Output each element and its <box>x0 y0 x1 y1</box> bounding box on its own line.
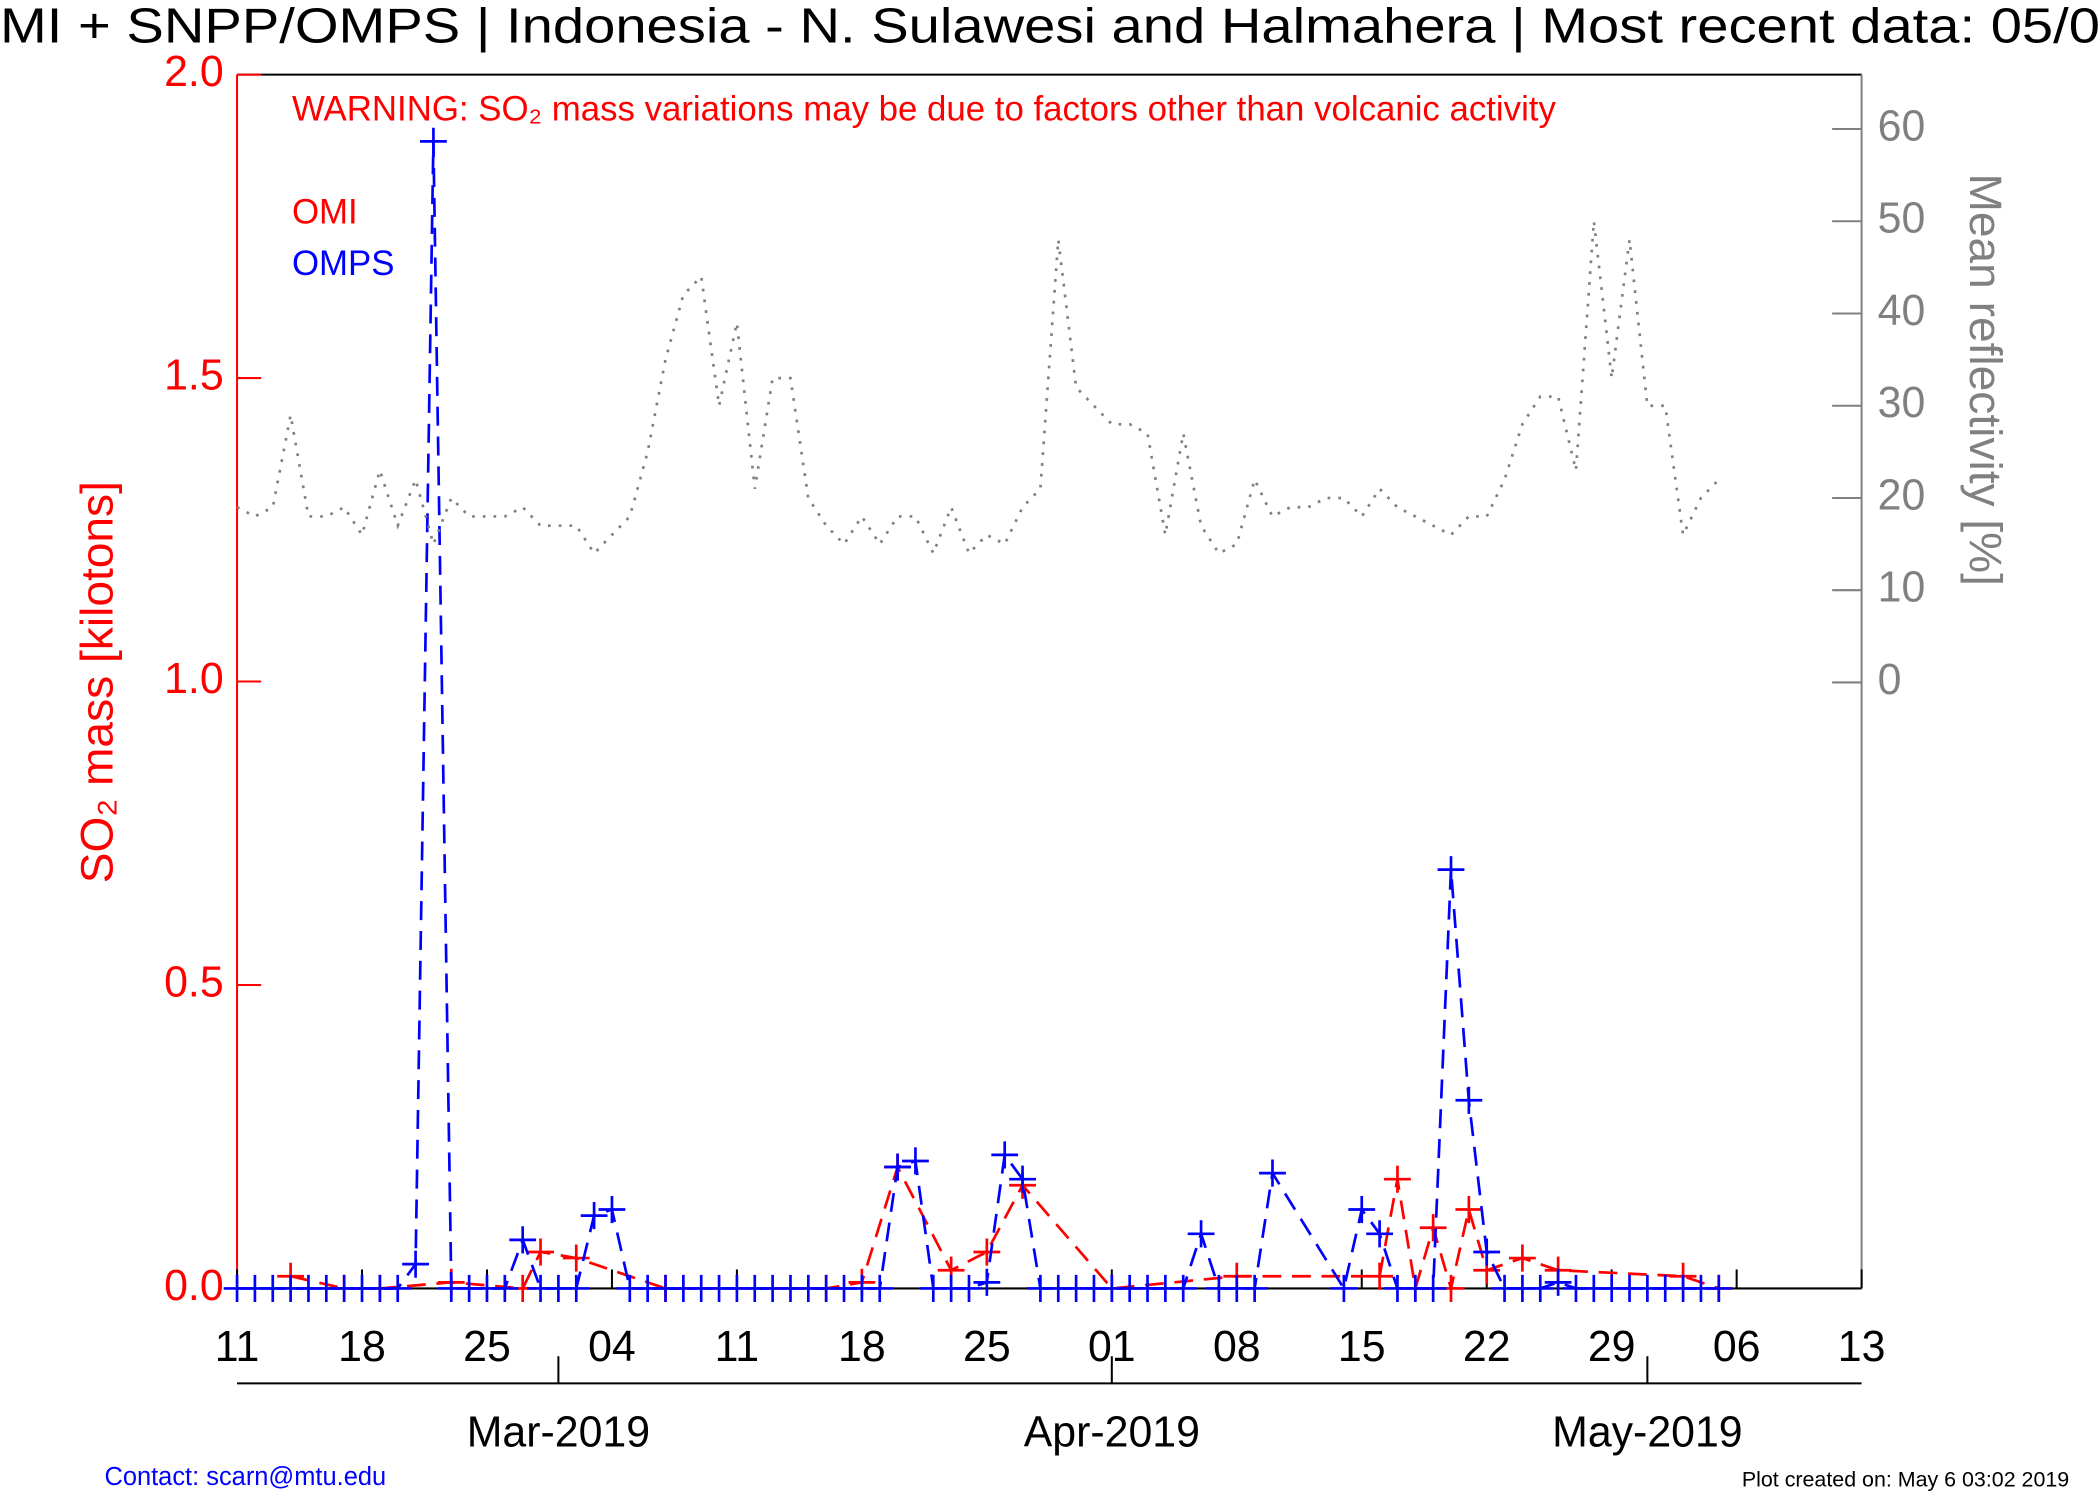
point-marker <box>1366 1262 1393 1290</box>
point-marker <box>973 1238 1001 1266</box>
chart-title: MI + SNPP/OMPS | Indonesia - N. Sulawesi… <box>0 0 2100 54</box>
point-marker <box>1437 856 1465 884</box>
x-tick-label: 13 <box>1838 1323 1886 1371</box>
legend-entry: OMPS <box>292 244 395 283</box>
created-note: Plot created on: May 6 03:02 2019 <box>1742 1467 2069 1492</box>
point-marker <box>1330 1274 1358 1302</box>
month-label: Apr-2019 <box>1024 1408 1200 1456</box>
point-marker <box>598 1195 626 1224</box>
y2-axis-label: Mean reflectivity [%] <box>1960 174 2011 586</box>
y-tick-label: 0.5 <box>164 958 224 1006</box>
x-tick-label: 08 <box>1213 1323 1261 1371</box>
point-marker <box>1473 1238 1501 1266</box>
x-tick-label: 25 <box>963 1323 1011 1371</box>
point-marker <box>884 1153 911 1181</box>
point-marker <box>1455 1195 1483 1224</box>
point-marker <box>1544 1268 1572 1296</box>
point-marker <box>491 1274 519 1302</box>
y-tick-label: 0.0 <box>164 1262 224 1310</box>
point-marker <box>402 1250 429 1278</box>
point-marker <box>384 1274 412 1302</box>
y2-tick-label: 40 <box>1878 287 1926 335</box>
series-line <box>290 1163 1720 1294</box>
x-tick-label: 04 <box>588 1323 636 1371</box>
y2-tick-label: 60 <box>1878 102 1926 150</box>
y-tick-label: 1.0 <box>164 655 224 703</box>
contact: Contact: scarn@mtu.edu <box>104 1463 386 1491</box>
x-tick-label: 11 <box>215 1323 259 1371</box>
x-tick-label: 15 <box>1338 1323 1386 1371</box>
y2-tick-label: 50 <box>1878 194 1926 242</box>
x-tick-label: 18 <box>338 1323 386 1371</box>
point-marker <box>562 1244 590 1272</box>
point-marker <box>1187 1220 1215 1248</box>
point-marker <box>1366 1220 1393 1248</box>
x-tick-label: 11 <box>715 1323 759 1371</box>
point-marker <box>955 1274 983 1302</box>
point-marker <box>973 1268 1001 1296</box>
point-marker <box>1526 1274 1554 1302</box>
point-marker <box>509 1226 537 1254</box>
point-marker <box>866 1274 894 1302</box>
point-marker <box>1419 1274 1447 1302</box>
point-marker <box>1455 1086 1483 1114</box>
point-marker <box>527 1238 554 1266</box>
series-line <box>237 141 1719 1292</box>
point-marker <box>1241 1274 1269 1302</box>
point-marker <box>420 127 447 155</box>
month-label: Mar-2019 <box>467 1408 650 1456</box>
month-label: May-2019 <box>1552 1408 1742 1456</box>
point-marker <box>580 1202 608 1230</box>
y-tick-label: 2.0 <box>164 48 224 96</box>
point-marker <box>1259 1159 1286 1187</box>
y-tick-label: 1.5 <box>164 351 224 399</box>
y2-tick-label: 30 <box>1878 379 1926 427</box>
y2-tick-label: 10 <box>1878 563 1926 611</box>
x-tick-label: 22 <box>1463 1323 1511 1371</box>
y2-tick-label: 20 <box>1878 471 1926 519</box>
legend-entry: OMI <box>292 192 358 231</box>
point-marker <box>1509 1244 1536 1272</box>
x-tick-label: 06 <box>1713 1323 1761 1371</box>
point-marker <box>1169 1274 1197 1302</box>
x-tick-label: 18 <box>838 1323 886 1371</box>
warning-annotation: WARNING: SO₂ mass variations may be due … <box>292 89 1556 128</box>
point-marker <box>562 1274 590 1302</box>
point-marker <box>991 1141 1019 1169</box>
point-marker <box>1384 1165 1411 1193</box>
y2-tick-label: 0 <box>1878 656 1902 704</box>
point-marker <box>1009 1165 1036 1193</box>
point-marker <box>902 1147 929 1175</box>
point-marker <box>1419 1214 1447 1242</box>
series-line <box>236 221 1720 557</box>
point-marker <box>1705 1274 1733 1302</box>
x-tick-label: 25 <box>463 1323 511 1371</box>
point-marker <box>1348 1195 1376 1224</box>
y-axis-label: SO₂ mass [kilotons] <box>72 481 123 883</box>
x-tick-label: 29 <box>1588 1323 1636 1371</box>
